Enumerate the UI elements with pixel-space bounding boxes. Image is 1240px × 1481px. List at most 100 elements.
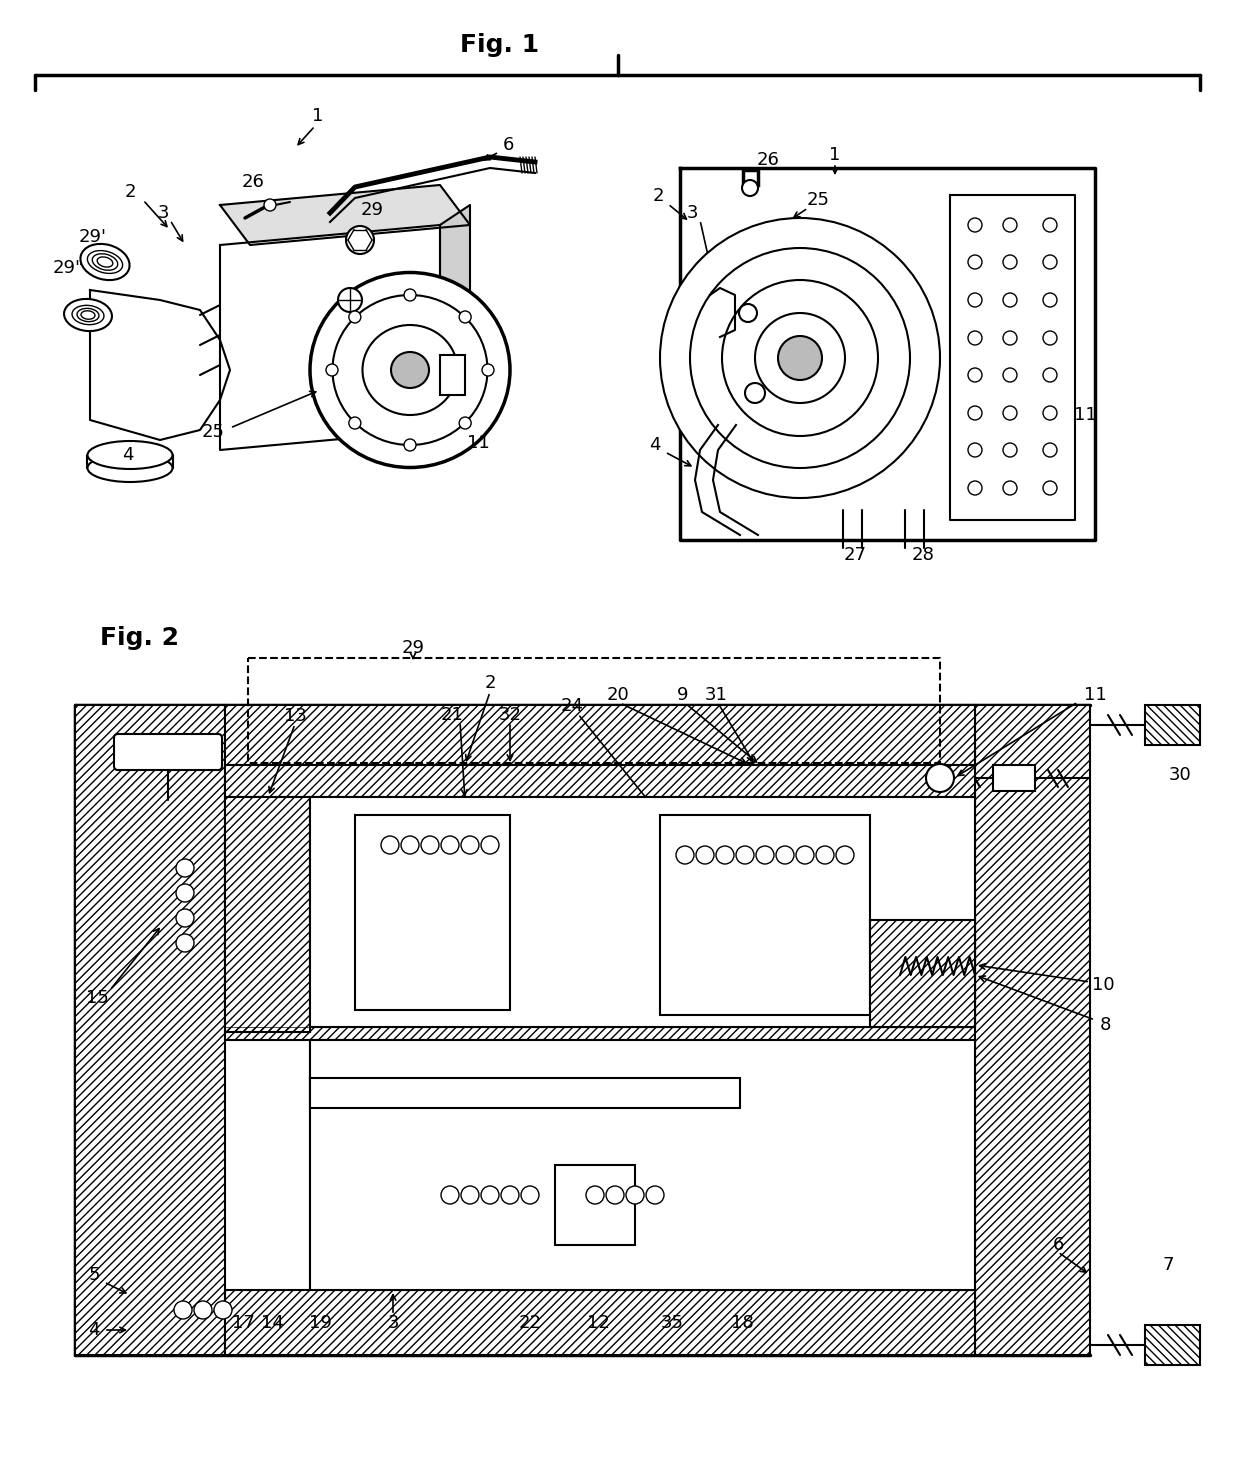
Circle shape [1043, 481, 1056, 495]
Text: 27: 27 [843, 546, 867, 564]
Circle shape [339, 287, 362, 312]
Text: 29": 29" [52, 259, 83, 277]
Circle shape [1003, 367, 1017, 382]
Text: 24: 24 [560, 698, 584, 715]
Circle shape [1003, 218, 1017, 233]
Circle shape [755, 312, 844, 403]
Circle shape [1003, 443, 1017, 458]
Circle shape [404, 438, 415, 452]
Text: 8: 8 [1100, 1016, 1111, 1034]
Text: 1: 1 [312, 107, 324, 124]
Circle shape [606, 1186, 624, 1204]
Circle shape [968, 367, 982, 382]
Text: 28: 28 [911, 546, 935, 564]
Circle shape [1003, 330, 1017, 345]
Circle shape [459, 311, 471, 323]
Circle shape [264, 198, 277, 210]
Polygon shape [680, 167, 1095, 541]
Circle shape [742, 181, 758, 195]
Ellipse shape [332, 295, 487, 444]
Bar [870, 920, 975, 1026]
Circle shape [459, 418, 471, 429]
Text: 3: 3 [157, 204, 169, 222]
Circle shape [521, 1186, 539, 1204]
Circle shape [1043, 218, 1056, 233]
Bar [975, 705, 1090, 1355]
Ellipse shape [88, 441, 172, 469]
Bar [74, 705, 224, 1355]
Text: 17: 17 [232, 1314, 254, 1331]
Text: 9: 9 [677, 686, 688, 703]
Bar [224, 766, 975, 797]
Circle shape [756, 846, 774, 863]
Circle shape [1043, 367, 1056, 382]
Circle shape [215, 1300, 232, 1320]
Circle shape [1043, 255, 1056, 270]
Text: 7: 7 [1162, 1256, 1174, 1274]
Text: 32: 32 [498, 706, 522, 724]
Bar [993, 766, 1035, 791]
Circle shape [348, 418, 361, 429]
Text: 31: 31 [704, 686, 728, 703]
Bar [556, 1166, 635, 1246]
Circle shape [1003, 255, 1017, 270]
Bar [224, 1290, 975, 1355]
Text: 11: 11 [1074, 406, 1096, 424]
Circle shape [1043, 443, 1056, 458]
Text: 3: 3 [387, 1314, 399, 1331]
Circle shape [176, 935, 193, 952]
Bar [74, 705, 224, 1355]
Ellipse shape [310, 273, 510, 468]
Text: 30: 30 [1168, 766, 1192, 783]
Text: 10: 10 [1091, 976, 1115, 994]
Ellipse shape [88, 455, 172, 481]
Circle shape [968, 218, 982, 233]
Text: 16: 16 [161, 736, 184, 754]
Text: 5: 5 [88, 1266, 99, 1284]
Text: 6: 6 [502, 136, 513, 154]
Circle shape [1043, 293, 1056, 307]
Text: 26: 26 [756, 151, 780, 169]
Bar [224, 797, 310, 1032]
Text: 26: 26 [242, 173, 264, 191]
Circle shape [1003, 406, 1017, 421]
Circle shape [737, 846, 754, 863]
Text: 11: 11 [466, 434, 490, 452]
Circle shape [176, 909, 193, 927]
Text: 25: 25 [201, 424, 224, 441]
Text: 14: 14 [260, 1314, 284, 1331]
Polygon shape [219, 225, 440, 450]
Bar [224, 1026, 975, 1040]
Text: Fig. 1: Fig. 1 [460, 33, 539, 56]
Text: 6: 6 [1053, 1237, 1064, 1254]
Circle shape [676, 846, 694, 863]
Bar [224, 1290, 975, 1355]
Circle shape [441, 1186, 459, 1204]
Circle shape [422, 835, 439, 855]
FancyBboxPatch shape [114, 735, 222, 770]
Bar [355, 815, 510, 1010]
Circle shape [481, 1186, 498, 1204]
Circle shape [381, 835, 399, 855]
Text: Fig. 2: Fig. 2 [100, 626, 179, 650]
Text: 4: 4 [650, 435, 661, 455]
Circle shape [696, 846, 714, 863]
Circle shape [968, 255, 982, 270]
Bar [224, 766, 975, 797]
Circle shape [715, 846, 734, 863]
Bar [1145, 1325, 1200, 1365]
Text: 4: 4 [88, 1321, 99, 1339]
Circle shape [176, 884, 193, 902]
Circle shape [1043, 330, 1056, 345]
Polygon shape [91, 290, 229, 440]
Circle shape [441, 835, 459, 855]
Text: 29: 29 [402, 638, 424, 658]
Text: 29': 29' [79, 228, 107, 246]
Bar [224, 797, 310, 1032]
Polygon shape [219, 185, 470, 244]
Text: 29: 29 [361, 201, 383, 219]
Text: 25: 25 [806, 191, 830, 209]
Text: 2: 2 [124, 184, 135, 201]
Circle shape [689, 247, 910, 468]
Circle shape [1043, 406, 1056, 421]
